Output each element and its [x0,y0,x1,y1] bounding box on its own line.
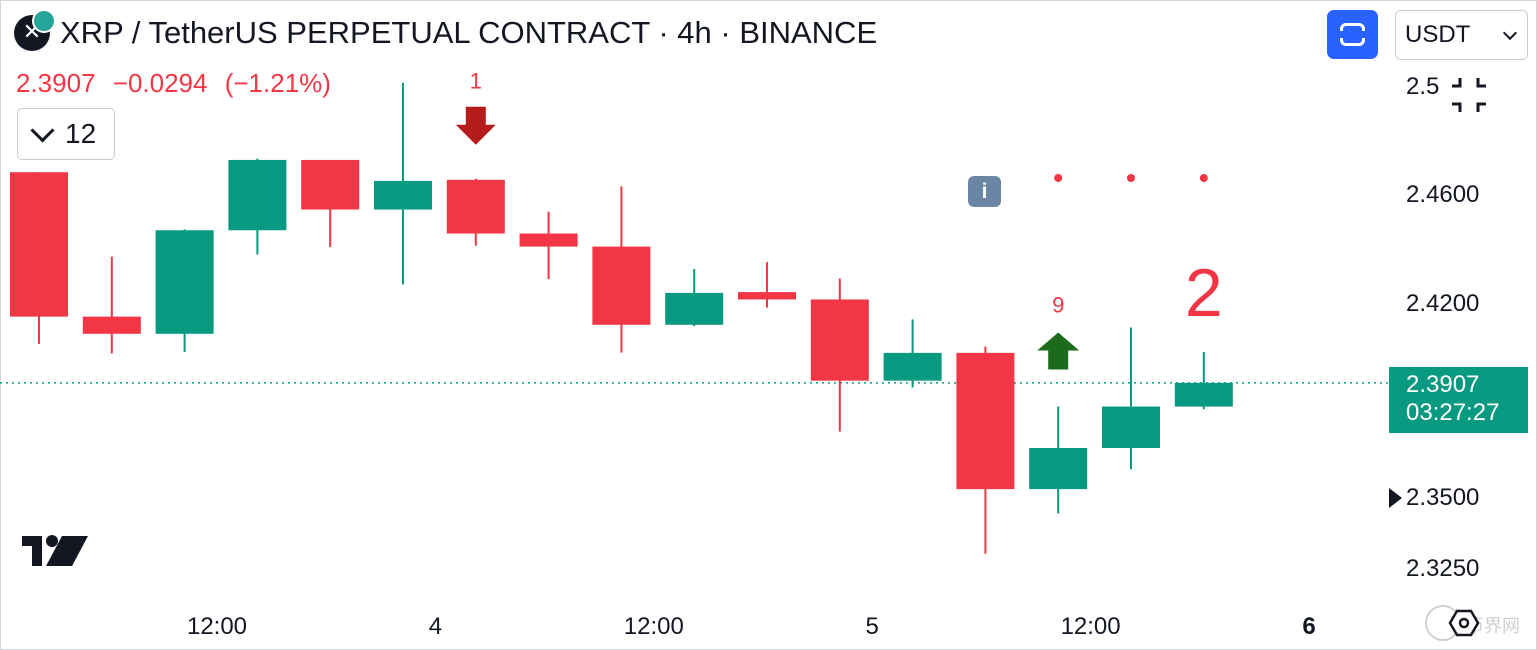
candle-body [810,299,869,381]
candle-body [446,179,505,234]
candle-body [883,352,942,381]
fullscreen-icon[interactable] [1450,76,1488,114]
candle-down [592,186,651,353]
price-marker-icon [1389,488,1402,508]
candle-body [592,246,651,325]
tether-badge-icon [32,9,56,33]
signal-down-arrow [455,106,496,145]
candle-down [519,211,578,280]
candle-down [956,346,1015,554]
candle-body [228,159,287,231]
currency-value: USDT [1405,21,1471,48]
candle-up [883,319,942,388]
candle-body [155,230,214,334]
candle-body [10,172,68,317]
candle-up [1174,352,1233,410]
candle-down [738,262,796,308]
info-icon[interactable]: i [968,176,1001,207]
x-tick-label: 6 [1302,613,1316,640]
candle-body [956,352,1015,490]
x-tick-label: 5 [865,613,879,640]
x-tick-label: 4 [428,613,443,640]
y-tick-label: 2.4600 [1406,181,1480,208]
price-change-line: 2.3907 −0.0294 (−1.21%) [16,68,341,99]
x-tick-label: 12:00 [186,613,248,640]
signal-dot [1199,174,1208,182]
bar-countdown: 03:27:27 [1406,399,1500,426]
candle-body [1029,447,1088,490]
signal-dot [1054,174,1063,182]
candle-down [810,278,869,432]
candle-body [519,233,578,247]
signal-label: 1 [470,69,482,94]
y-tick-label: 2.5 [1406,73,1440,100]
candle-up [665,268,724,327]
fullscreen-toggle-button[interactable] [1327,10,1378,59]
current-price-value: 2.3907 [1406,371,1480,398]
candle-body [374,180,432,210]
symbol-title: XRP / TetherUS PERPETUAL CONTRACT · 4h ·… [60,15,878,50]
current-price-label: 2.3907 03:27:27 [1389,367,1528,433]
symbol-header[interactable]: ✕ XRP / TetherUS PERPETUAL CONTRACT · 4h… [14,9,878,51]
candle-up [1029,406,1088,514]
x-tick-label: 12:00 [1060,613,1121,640]
candle-up [228,158,287,255]
candle-body [301,159,360,210]
candle-up [374,82,432,285]
indicators-count: 12 [65,118,97,149]
price-change-percent: (−1.21%) [224,68,331,98]
currency-select[interactable]: USDT [1395,10,1528,60]
price-change: −0.0294 [112,68,208,98]
y-tick-label: 2.3250 [1406,555,1480,582]
candle-up [1102,327,1160,470]
signal-label: 9 [1052,293,1064,318]
candle-down [82,256,141,354]
candle-down [446,178,505,246]
y-tick-label: 2.4200 [1406,290,1480,317]
signal-up-arrow [1037,332,1080,370]
indicators-collapse-button[interactable]: 12 [17,108,115,160]
candle-body [1102,406,1160,448]
signal-dot [1127,174,1135,182]
candle-down [10,172,68,344]
settings-hex-icon[interactable] [1448,607,1480,639]
xrp-logo-icon: ✕ [14,9,56,51]
candle-body [1174,382,1233,407]
candle-body [665,292,724,325]
fullscreen-toggle-icon [1337,23,1368,46]
tradingview-logo[interactable] [22,532,88,568]
last-price: 2.3907 [16,68,96,98]
signal-count-label: 2 [1185,255,1223,331]
candle-down [301,159,360,248]
y-tick-label: 2.3500 [1406,484,1480,511]
candle-body [82,316,141,334]
watermark-text: 币界网 [1466,616,1520,636]
candle-body [738,292,796,300]
x-tick-label: 12:00 [623,613,684,640]
candle-up [155,229,214,353]
